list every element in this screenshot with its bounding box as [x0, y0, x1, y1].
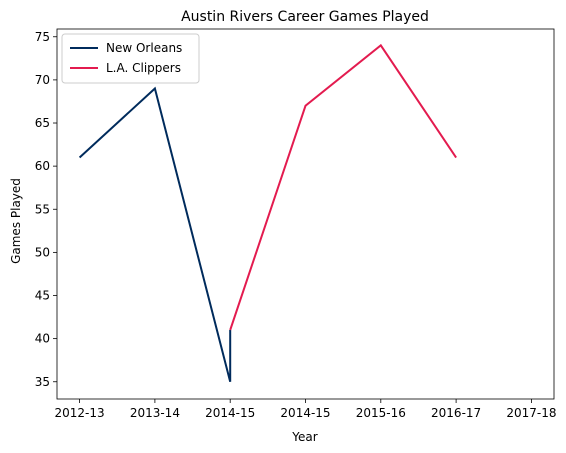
y-axis-label: Games Played: [9, 178, 23, 264]
y-tick-label: 65: [35, 116, 50, 130]
x-axis-label: Year: [291, 430, 317, 444]
legend: New Orleans L.A. Clippers: [61, 33, 200, 84]
x-tick-label: 2015-16: [356, 406, 406, 420]
x-tick-label: 2014-15: [280, 406, 330, 420]
legend-box: [61, 33, 200, 84]
plot-frame: [56, 28, 555, 400]
y-axis-ticks: 35 40 45 50 55 60 65 70 75: [35, 30, 57, 389]
legend-label: New Orleans: [106, 41, 182, 55]
y-tick-label: 55: [35, 202, 50, 216]
series-line-1: [229, 43, 457, 331]
x-tick-label: 2012-13: [55, 406, 105, 420]
y-tick-label: 45: [35, 289, 50, 303]
y-tick-label: 40: [35, 332, 50, 346]
x-tick-label: 2017-18: [506, 406, 556, 420]
x-tick-label: 2014-15: [205, 406, 255, 420]
y-tick-label: 75: [35, 30, 50, 44]
legend-label: L.A. Clippers: [106, 61, 181, 75]
x-axis-ticks: 2012-13 2013-14 2014-15 2014-15 2015-16 2016-…: [55, 399, 556, 420]
y-tick-label: 70: [35, 73, 50, 87]
x-tick-label: 2013-14: [130, 406, 180, 420]
series-line-0: [78, 86, 232, 382]
series-layer: [78, 43, 457, 382]
y-tick-label: 50: [35, 245, 50, 259]
y-tick-label: 60: [35, 159, 50, 173]
x-tick-label: 2016-17: [431, 406, 481, 420]
chart-title: Austin Rivers Career Games Played: [181, 9, 429, 25]
y-tick-label: 35: [35, 375, 50, 389]
